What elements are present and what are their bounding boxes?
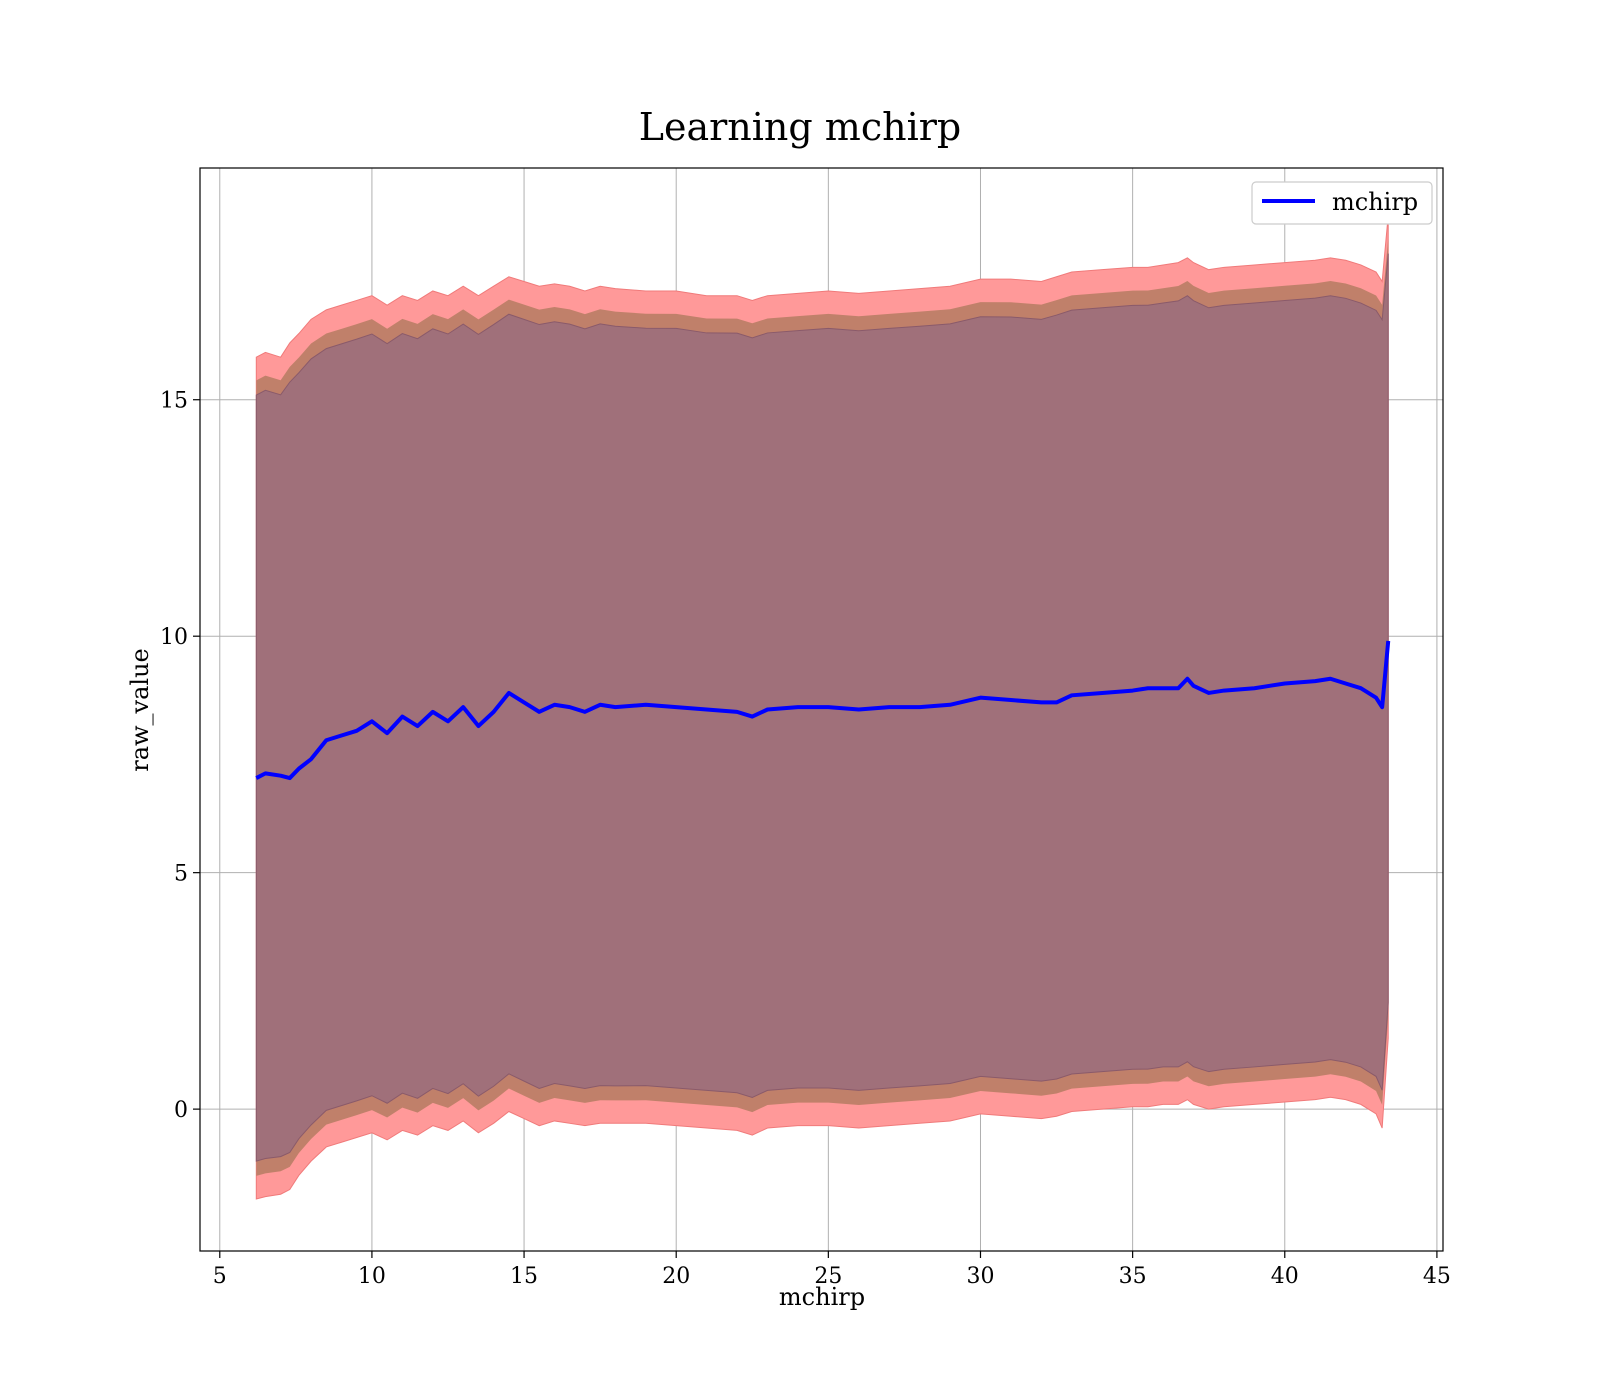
x-axis-label: mchirp bbox=[779, 1283, 865, 1311]
chart-title: Learning mchirp bbox=[639, 105, 961, 149]
y-tick-label: 15 bbox=[160, 389, 188, 414]
x-tick-label: 15 bbox=[510, 1264, 538, 1289]
y-ticks: 0 5 10 15 bbox=[160, 389, 200, 1123]
x-tick-label: 10 bbox=[358, 1264, 386, 1289]
series-line-mchirp bbox=[255, 640, 1391, 781]
legend-label-mchirp: mchirp bbox=[1332, 188, 1418, 216]
y-tick-label: 10 bbox=[160, 625, 188, 650]
y-axis-label: raw_value bbox=[126, 648, 154, 772]
y-tick-label: 5 bbox=[174, 862, 188, 887]
x-tick-label: 5 bbox=[213, 1264, 227, 1289]
y-tick-label: 0 bbox=[174, 1098, 188, 1123]
x-tick-label: 30 bbox=[966, 1264, 994, 1289]
plot-frame bbox=[199, 167, 1444, 1252]
legend-box bbox=[1251, 181, 1433, 225]
x-tick-label: 20 bbox=[662, 1264, 690, 1289]
x-tick-label: 45 bbox=[1423, 1264, 1451, 1289]
x-ticks: 5 10 15 20 25 30 35 40 45 bbox=[213, 1251, 1451, 1289]
x-tick-label: 25 bbox=[814, 1264, 842, 1289]
x-tick-label: 40 bbox=[1271, 1264, 1299, 1289]
legend: mchirp bbox=[1251, 181, 1433, 225]
x-tick-label: 35 bbox=[1119, 1264, 1147, 1289]
